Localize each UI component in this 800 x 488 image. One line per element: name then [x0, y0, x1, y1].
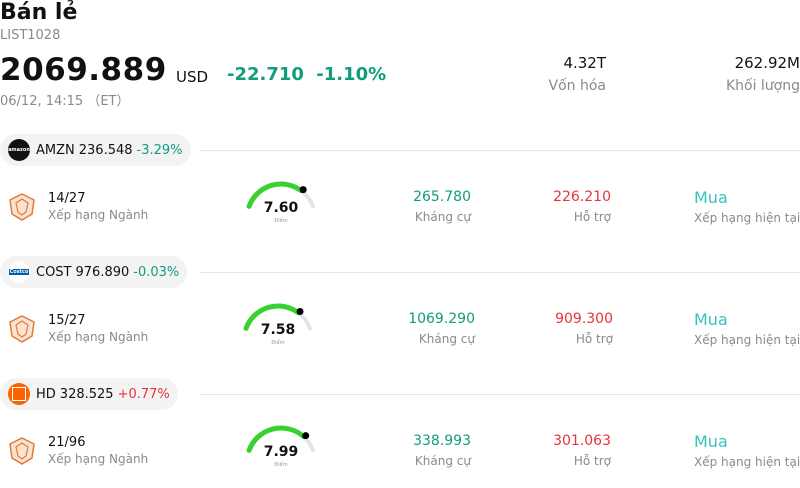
resistance-label: Kháng cự — [414, 454, 471, 468]
costco-logo-icon: Costco — [8, 261, 30, 283]
rating-label: Xếp hạng hiện tại — [694, 455, 800, 469]
change-value: -22.710 — [227, 64, 304, 85]
resistance-label: Kháng cự — [414, 210, 471, 224]
gauge-fill — [246, 181, 304, 209]
resistance-metric: 338.993 Kháng cự — [413, 433, 471, 468]
amazon-logo-icon: amazon — [8, 139, 30, 161]
stock-price: 328.525 — [59, 386, 114, 402]
shield-rank-icon — [9, 437, 35, 465]
currency-label: USD — [176, 68, 209, 86]
stock-symbol: COST — [36, 264, 72, 280]
index-price: 2069.889 — [0, 52, 167, 88]
home-depot-logo-icon — [8, 383, 30, 405]
current-rating[interactable]: Mua Xếp hạng hiện tại — [694, 310, 800, 347]
row-divider — [200, 272, 800, 273]
support-metric: 226.210 Hỗ trợ — [553, 189, 611, 224]
score-gauge — [246, 181, 315, 209]
score-value: 7.99 — [263, 444, 299, 460]
resistance-value: 265.780 — [413, 189, 471, 205]
index-code: LIST1028 — [0, 28, 61, 43]
gauge-marker — [296, 308, 304, 316]
score-gauge — [243, 303, 312, 331]
gauge-fill — [243, 303, 301, 331]
score-label: Điểm — [274, 462, 288, 468]
stock-change: -0.03% — [133, 264, 180, 280]
industry-rank: 21/96 — [48, 435, 86, 450]
resistance-metric: 1069.290 Kháng cự — [408, 311, 475, 346]
market-cap-label: Vốn hóa — [548, 78, 606, 94]
gauge-marker — [299, 186, 307, 194]
stock-chip-hd[interactable]: HD 328.525 +0.77% — [0, 378, 178, 410]
shield-rank-icon — [9, 315, 35, 343]
support-metric: 909.300 Hỗ trợ — [555, 311, 613, 346]
shield-rank-icon — [9, 193, 35, 221]
timestamp: 06/12, 14:15 （ET） — [0, 94, 130, 109]
index-change: -22.710 -1.10% — [227, 64, 386, 85]
score-value: 7.60 — [263, 200, 299, 216]
volume-label: Khối lượng — [725, 78, 800, 94]
current-rating[interactable]: Mua Xếp hạng hiện tại — [694, 188, 800, 225]
rating-value: Mua — [694, 310, 728, 329]
support-label: Hỗ trợ — [573, 210, 611, 224]
volume-value: 262.92M — [734, 54, 800, 72]
stock-price: 236.548 — [78, 142, 133, 158]
rating-value: Mua — [694, 188, 728, 207]
score-value: 7.58 — [260, 322, 296, 338]
stock-chip-amzn[interactable]: amazon AMZN 236.548 -3.29% — [0, 134, 191, 166]
gauge-marker — [302, 432, 310, 440]
page-title: Bán lẻ — [0, 0, 78, 25]
support-label: Hỗ trợ — [573, 454, 611, 468]
resistance-metric: 265.780 Kháng cự — [413, 189, 471, 224]
resistance-value: 338.993 — [413, 433, 471, 449]
industry-rank: 14/27 — [48, 191, 86, 206]
support-value: 226.210 — [553, 189, 611, 205]
stock-change: +0.77% — [117, 386, 170, 402]
stock-symbol: AMZN — [36, 142, 75, 158]
stock-chip-cost[interactable]: Costco COST 976.890 -0.03% — [0, 256, 188, 288]
industry-rank-label: Xếp hạng Ngành — [48, 452, 149, 466]
support-value: 301.063 — [553, 433, 611, 449]
change-percent: -1.10% — [316, 64, 387, 85]
current-rating[interactable]: Mua Xếp hạng hiện tại — [694, 432, 800, 469]
score-label: Điểm — [274, 218, 288, 224]
support-value: 909.300 — [555, 311, 613, 327]
industry-rank-label: Xếp hạng Ngành — [48, 330, 149, 344]
score-label: Điểm — [271, 340, 285, 346]
stock-symbol: HD — [36, 386, 56, 402]
score-gauge — [246, 425, 315, 453]
industry-rank-label: Xếp hạng Ngành — [48, 208, 149, 222]
resistance-label: Kháng cự — [418, 332, 475, 346]
rating-label: Xếp hạng hiện tại — [694, 211, 800, 225]
support-metric: 301.063 Hỗ trợ — [553, 433, 611, 468]
market-cap-value: 4.32T — [563, 54, 606, 72]
row-divider — [200, 394, 800, 395]
stock-price: 976.890 — [75, 264, 130, 280]
row-divider — [200, 150, 800, 151]
support-label: Hỗ trợ — [575, 332, 613, 346]
rating-value: Mua — [694, 432, 728, 451]
resistance-value: 1069.290 — [408, 311, 475, 327]
industry-rank: 15/27 — [48, 313, 86, 328]
market-cap-stat: 4.32T Vốn hóa — [549, 54, 606, 94]
gauge-fill — [246, 425, 307, 453]
rating-label: Xếp hạng hiện tại — [694, 333, 800, 347]
volume-stat: 262.92M Khối lượng — [726, 54, 800, 94]
stock-change: -3.29% — [136, 142, 183, 158]
